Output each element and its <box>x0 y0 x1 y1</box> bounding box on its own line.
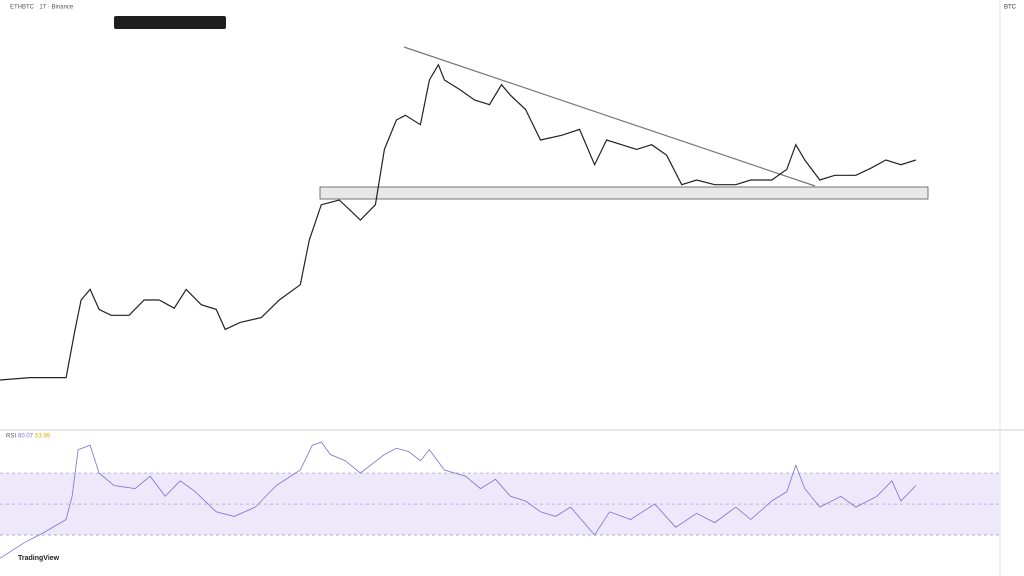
drawing-toolbar[interactable] <box>114 16 226 29</box>
rsi-title: RSI <box>6 434 16 440</box>
currency-label: BTC <box>1004 5 1017 11</box>
price-line <box>0 63 917 381</box>
symbol-title: ETHBTC · 1T · Binance <box>10 5 74 11</box>
resistance-trendline <box>403 46 816 187</box>
rsi-ma-value: 53.99 <box>35 434 51 440</box>
support-zone <box>319 186 929 200</box>
brand: TradingView <box>18 555 60 562</box>
rsi-line <box>0 441 917 559</box>
rsi-value: 60.07 <box>18 434 34 440</box>
